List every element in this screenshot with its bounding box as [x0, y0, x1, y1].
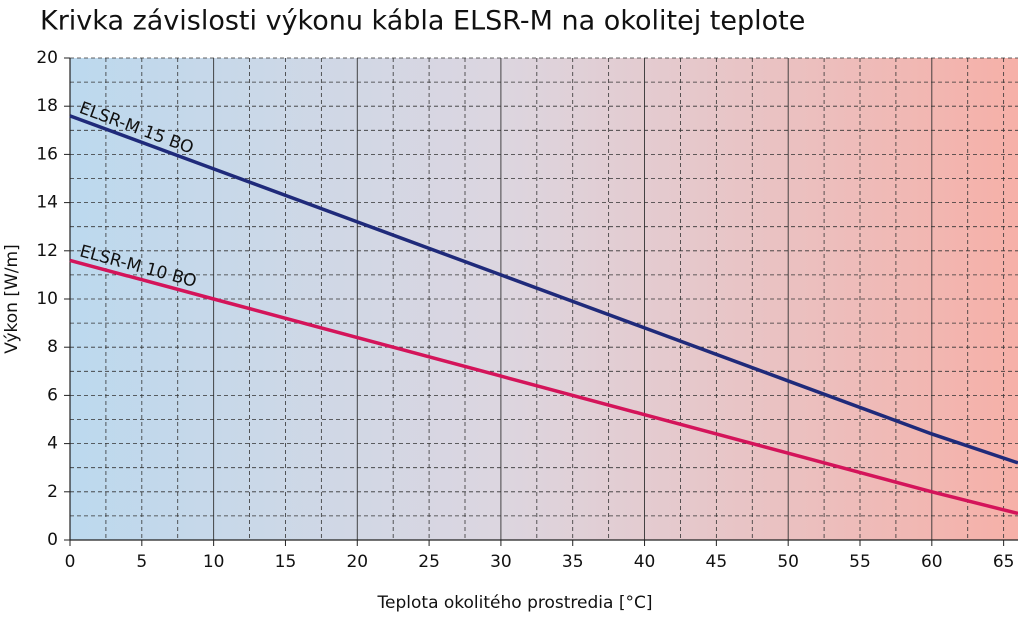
- x-tick-label: 5: [136, 552, 147, 572]
- chart-title: Krivka závislosti výkonu kábla ELSR-M na…: [40, 6, 805, 37]
- x-tick-label: 50: [777, 552, 799, 572]
- y-tick-label: 16: [36, 144, 58, 164]
- x-tick-label: 15: [275, 552, 297, 572]
- y-tick-label: 18: [36, 96, 58, 116]
- y-tick-label: 2: [47, 482, 58, 502]
- series-line: [69, 258, 1018, 516]
- y-tick-label: 20: [36, 48, 58, 68]
- y-tick-label: 12: [36, 241, 58, 261]
- y-tick-label: 0: [47, 530, 58, 550]
- x-tick-label: 30: [490, 552, 512, 572]
- y-tick-label: 6: [47, 385, 58, 405]
- x-tick-label: 20: [346, 552, 368, 572]
- x-axis-label: Teplota okolitého prostredia [°C]: [377, 593, 653, 613]
- series-line: [69, 114, 1018, 465]
- x-tick-label: 10: [203, 552, 225, 572]
- y-tick-label: 10: [36, 289, 58, 309]
- x-tick-label: 45: [706, 552, 728, 572]
- x-tick-label: 35: [562, 552, 584, 572]
- y-tick-label: 4: [47, 434, 58, 454]
- y-tick-label: 14: [36, 193, 58, 213]
- x-tick-label: 55: [849, 552, 871, 572]
- y-tick-label: 8: [47, 337, 58, 357]
- x-tick-label: 60: [921, 552, 943, 572]
- y-axis-label: Výkon [W/m]: [2, 244, 22, 353]
- x-tick-label: 0: [65, 552, 76, 572]
- x-tick-label: 25: [418, 552, 440, 572]
- x-tick-label: 65: [993, 552, 1015, 572]
- x-tick-label: 40: [634, 552, 656, 572]
